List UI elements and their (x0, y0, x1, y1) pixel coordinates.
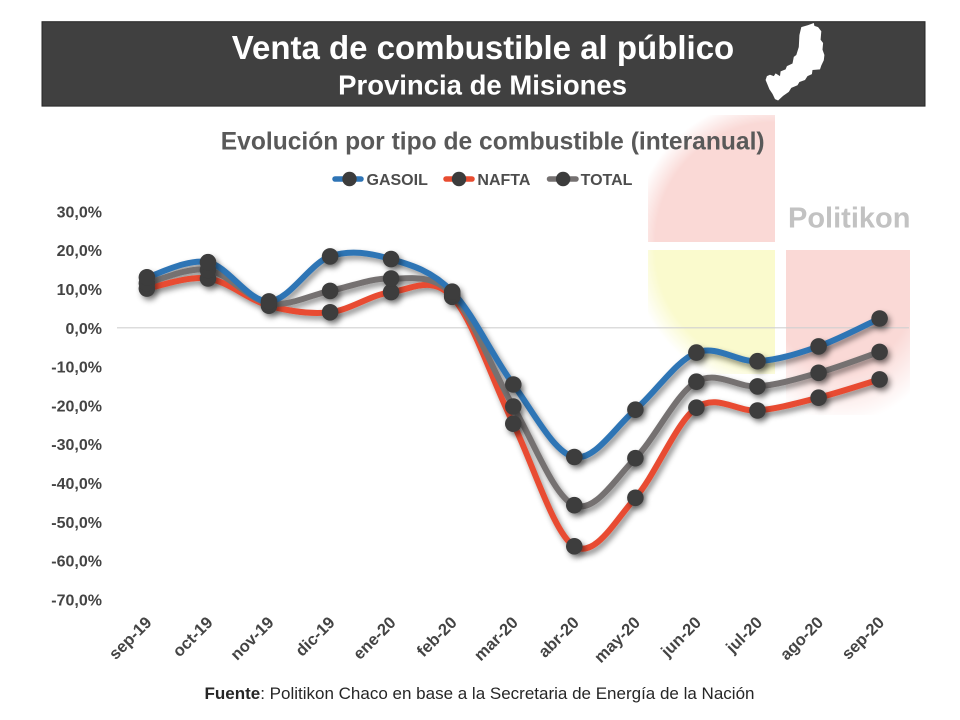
svg-text:sep-20: sep-20 (838, 614, 888, 664)
svg-text:abr-20: abr-20 (535, 614, 583, 662)
svg-text:nov-19: nov-19 (227, 614, 277, 664)
svg-text:sep-19: sep-19 (106, 614, 156, 664)
svg-text:-30,0%: -30,0% (51, 437, 102, 454)
svg-text:may-20: may-20 (591, 614, 644, 667)
svg-text:Venta de combustible al públic: Venta de combustible al público (232, 29, 734, 66)
svg-text:-10,0%: -10,0% (51, 360, 102, 377)
svg-text:ene-20: ene-20 (350, 614, 400, 664)
svg-text:TOTAL: TOTAL (581, 172, 633, 189)
svg-text:-20,0%: -20,0% (51, 398, 102, 415)
svg-text:-60,0%: -60,0% (51, 554, 102, 571)
svg-text:10,0%: 10,0% (57, 282, 102, 299)
svg-text:-40,0%: -40,0% (51, 476, 102, 493)
svg-text:mar-20: mar-20 (471, 614, 522, 665)
svg-text:GASOIL: GASOIL (367, 172, 429, 189)
svg-text:0,0%: 0,0% (66, 321, 102, 338)
svg-text:ago-20: ago-20 (777, 614, 827, 664)
svg-text:dic-19: dic-19 (292, 614, 338, 660)
svg-text:Evolución por tipo de combusti: Evolución por tipo de combustible (inter… (221, 129, 765, 156)
svg-text:-50,0%: -50,0% (51, 515, 102, 532)
svg-text:jun-20: jun-20 (657, 614, 705, 662)
svg-text:-70,0%: -70,0% (51, 593, 102, 610)
svg-text:oct-19: oct-19 (169, 614, 216, 661)
svg-text:jul-20: jul-20 (722, 614, 766, 658)
svg-text:20,0%: 20,0% (57, 243, 102, 260)
svg-text:NAFTA: NAFTA (477, 172, 530, 189)
svg-text:Fuente: Politikon Chaco en bas: Fuente: Politikon Chaco en base a la Sec… (205, 684, 755, 703)
svg-text:Politikon: Politikon (788, 203, 910, 235)
svg-text:feb-20: feb-20 (414, 614, 461, 661)
svg-text:Provincia de Misiones: Provincia de Misiones (338, 70, 627, 101)
svg-text:30,0%: 30,0% (57, 204, 102, 221)
